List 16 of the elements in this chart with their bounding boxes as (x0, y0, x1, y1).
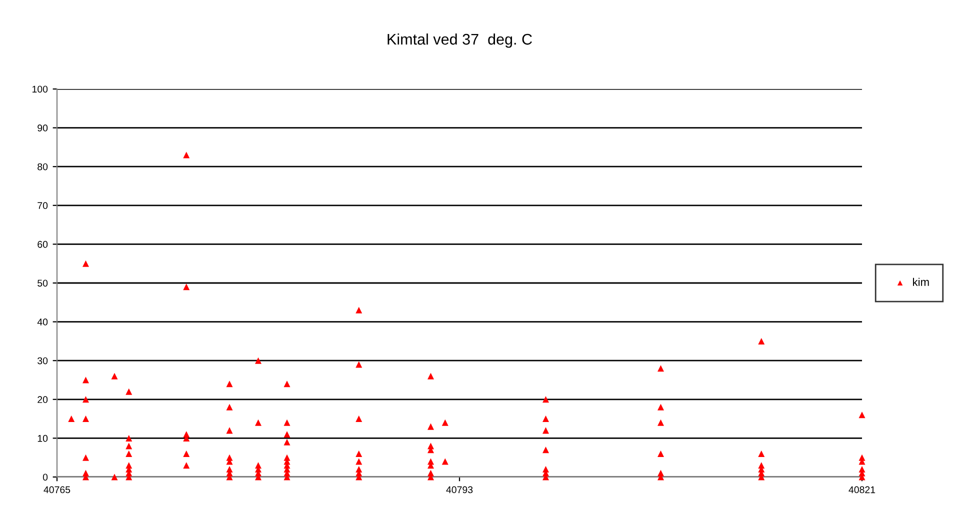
x-tick-label: 40765 (44, 486, 70, 494)
y-tick-label: 100 (32, 86, 48, 93)
y-tick-label: 10 (38, 434, 48, 442)
y-tick-label: 80 (38, 163, 48, 170)
x-tick-label: 40821 (848, 486, 876, 494)
y-tick-label: 30 (38, 357, 48, 364)
y-tick-label: 20 (38, 396, 48, 404)
y-tick-label: 70 (38, 202, 48, 210)
chart-title: Kimtal ved 37 deg. C (388, 33, 532, 48)
legend-label: kim (913, 278, 929, 286)
y-tick-label: 50 (38, 280, 48, 287)
y-tick-label: 90 (38, 124, 48, 132)
y-tick-label: 60 (38, 240, 48, 248)
y-tick-label: 0 (42, 474, 48, 481)
x-tick-label: 40793 (446, 486, 473, 494)
y-tick-label: 40 (37, 318, 48, 326)
